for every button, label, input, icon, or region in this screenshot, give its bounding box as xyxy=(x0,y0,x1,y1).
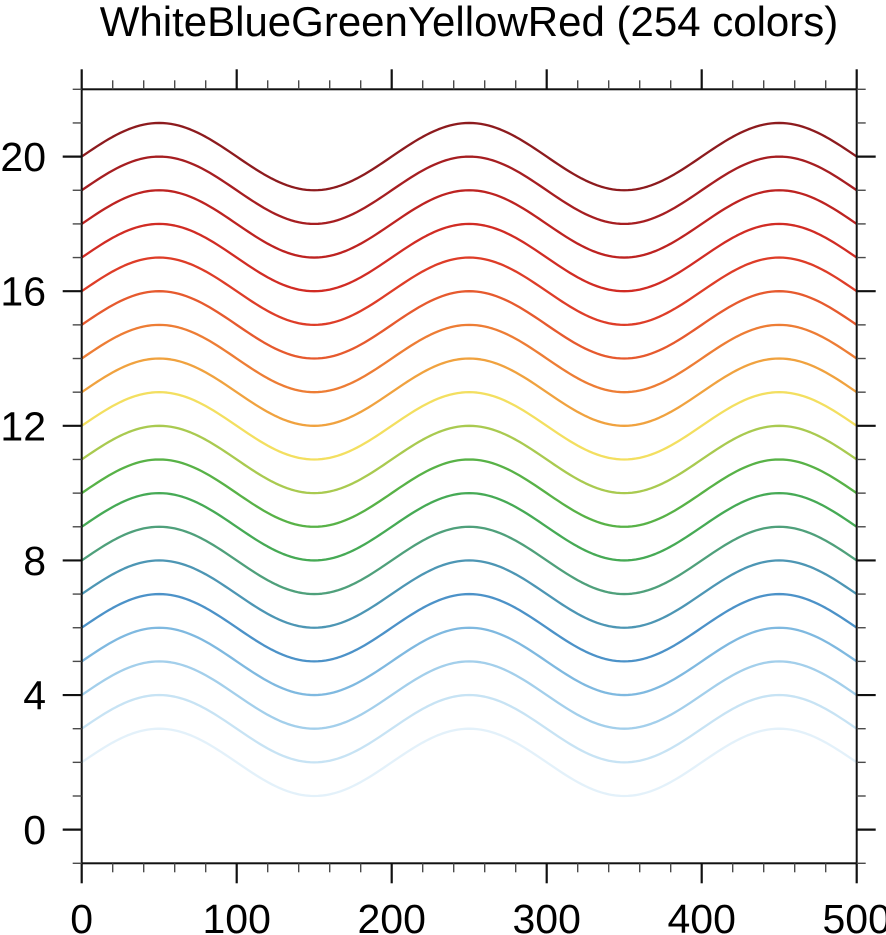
x-tick-label: 400 xyxy=(667,896,735,935)
curve-line xyxy=(80,525,858,596)
curve-line xyxy=(80,626,858,697)
curve-line xyxy=(80,727,858,798)
curve-line xyxy=(80,491,858,562)
x-tick-label: 0 xyxy=(70,896,93,935)
curve-line xyxy=(80,458,858,528)
curve-line xyxy=(80,592,858,663)
y-tick-label: 16 xyxy=(0,269,46,315)
x-tick-label: 100 xyxy=(202,896,270,935)
curve-line xyxy=(80,155,858,226)
plot-border xyxy=(80,88,858,865)
curve-line xyxy=(80,357,858,427)
x-tick-label: 200 xyxy=(357,896,425,935)
x-tick-label: 300 xyxy=(512,896,580,935)
curve-line xyxy=(80,424,858,495)
curve-line xyxy=(80,391,858,461)
curve-line xyxy=(80,290,858,360)
y-tick-label: 0 xyxy=(23,807,46,853)
y-tick-label: 4 xyxy=(23,673,46,719)
y-tick-label: 20 xyxy=(0,134,46,180)
curve-family xyxy=(80,121,858,798)
curve-line xyxy=(80,256,858,327)
y-tick-label: 12 xyxy=(0,403,46,449)
axis-labels: 0 100 200 300 400 500 0 4 8 12 16 20 xyxy=(0,134,886,935)
curve-line xyxy=(80,121,858,192)
y-tick-label: 8 xyxy=(23,538,46,584)
curve-line xyxy=(80,559,858,629)
x-tick-label: 500 xyxy=(822,896,886,935)
curve-line xyxy=(80,660,858,730)
curve-line xyxy=(80,323,858,394)
curve-line xyxy=(80,189,858,259)
chart-title: WhiteBlueGreenYellowRed (254 colors) xyxy=(100,0,839,45)
curve-line xyxy=(80,222,858,293)
axes xyxy=(62,69,876,884)
curve-line xyxy=(80,693,858,764)
